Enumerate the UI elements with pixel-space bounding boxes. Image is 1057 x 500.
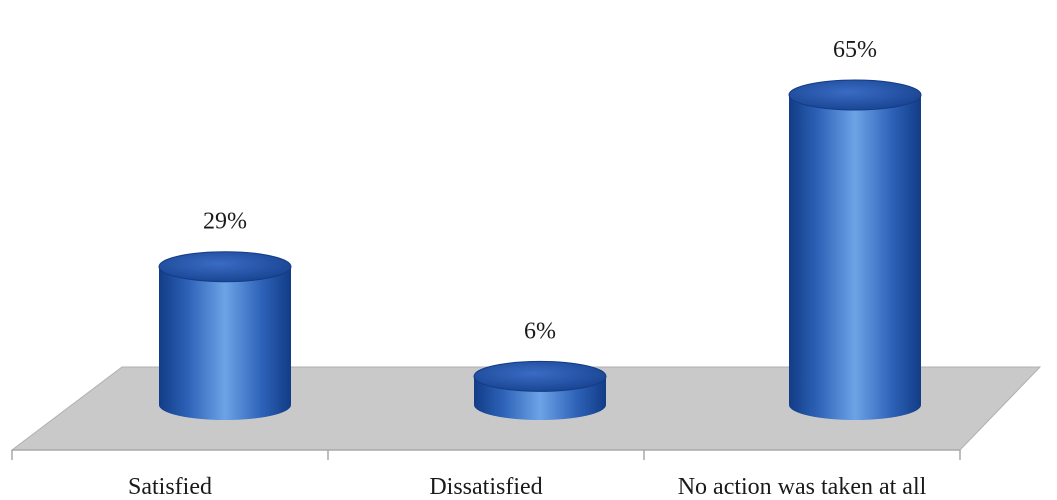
x-tick-label: Dissatisfied [429,474,542,500]
bar-no-action-was-taken-at-all [788,79,922,420]
x-tick-label: No action was taken at all [678,474,927,500]
bar-top [473,360,607,392]
bar-satisfied [158,251,292,420]
data-label: 29% [203,209,247,235]
x-tick-label: Satisfied [128,474,212,500]
bar-top [158,251,292,283]
data-label: 65% [833,37,877,63]
bar-dissatisfied [473,360,607,420]
bar-top [788,79,922,111]
data-label: 6% [524,318,556,344]
bar-body [789,95,921,420]
bar-body [159,266,291,420]
